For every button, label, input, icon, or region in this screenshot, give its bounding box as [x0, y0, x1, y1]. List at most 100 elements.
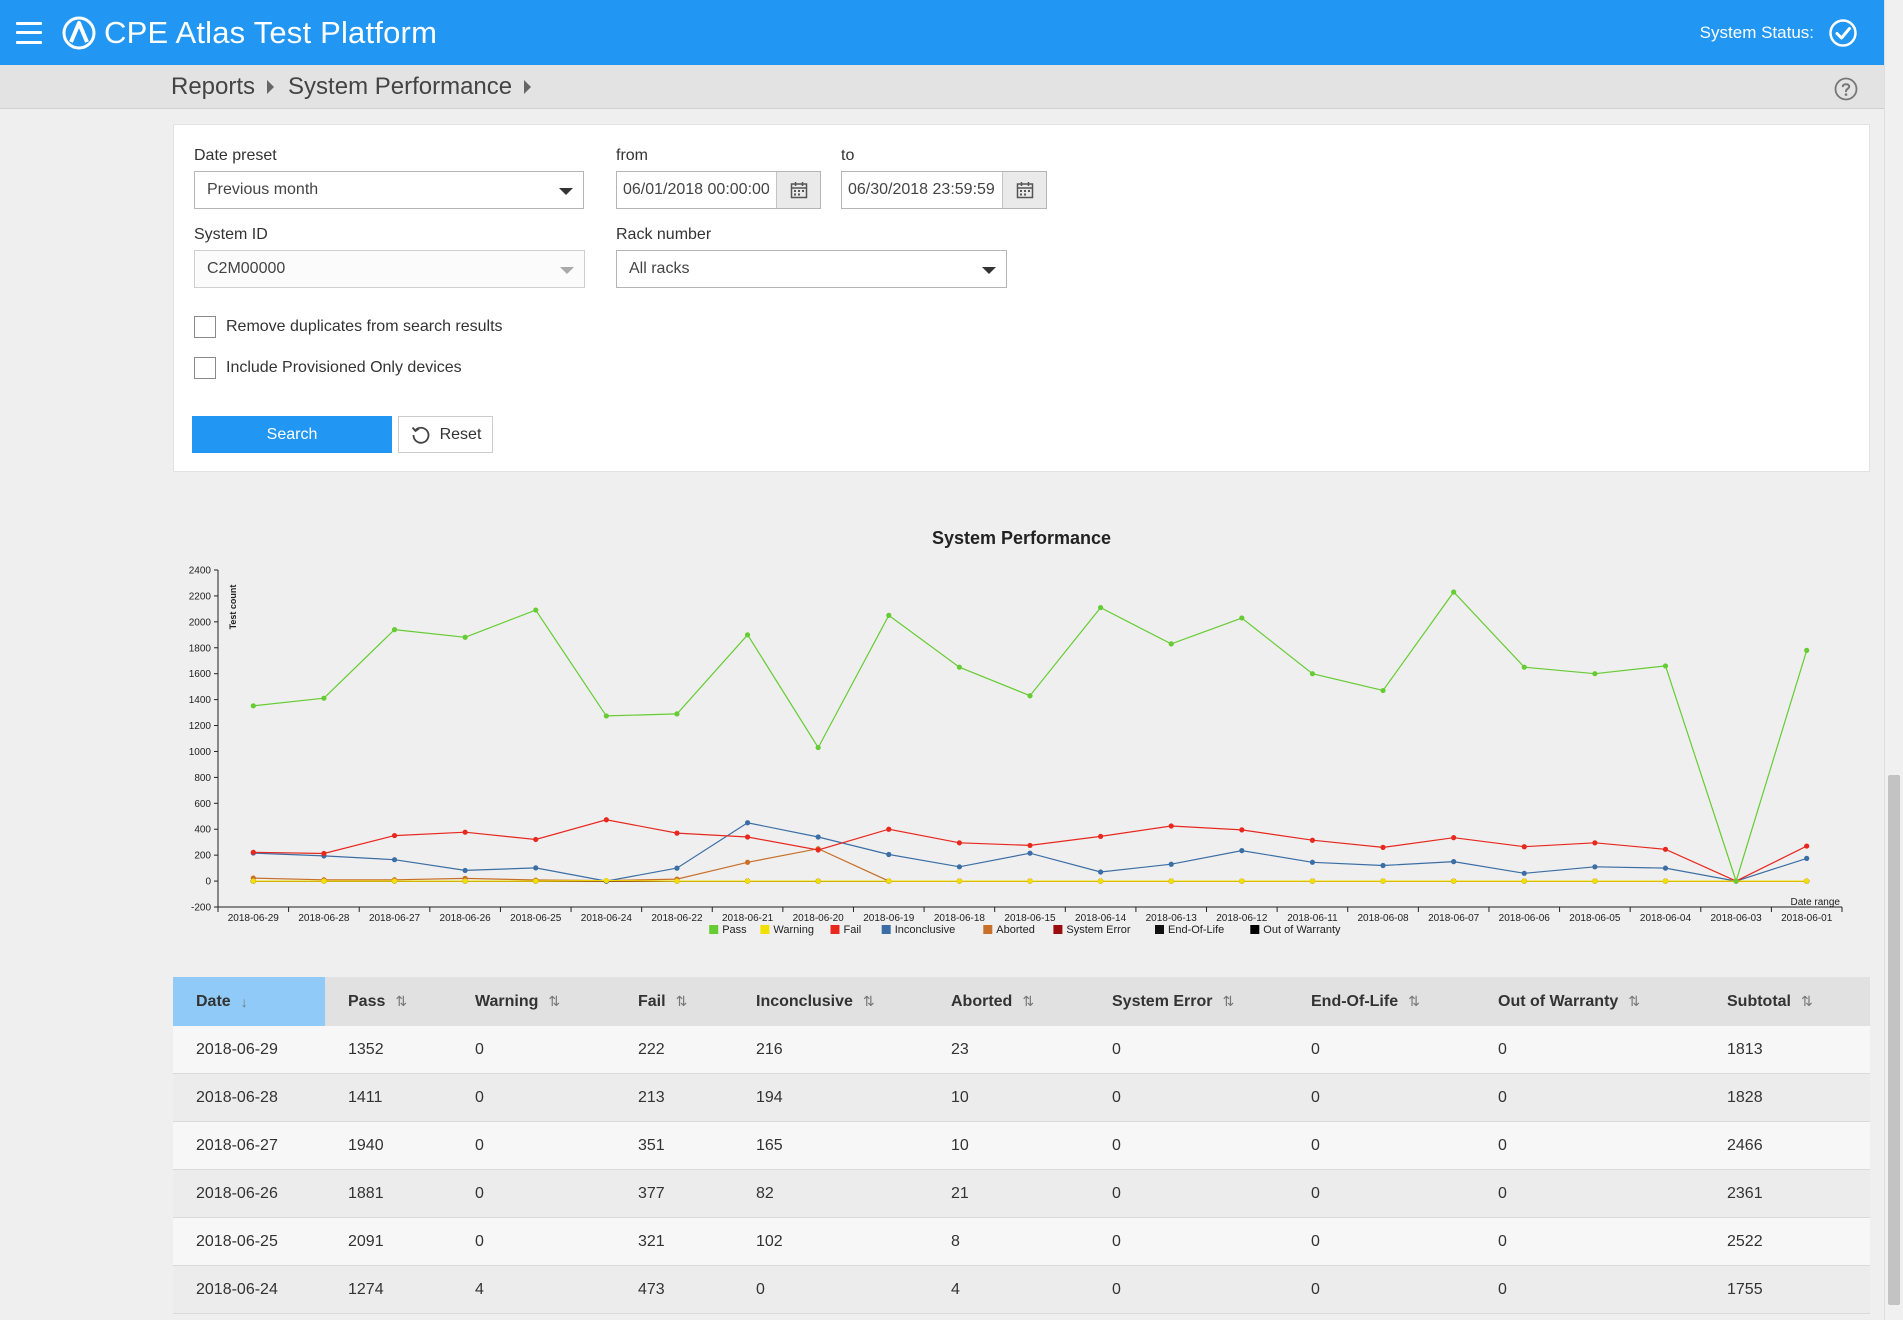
sort-icon[interactable]: ⇅ — [862, 993, 875, 1009]
search-button[interactable]: Search — [192, 416, 392, 453]
to-date-input[interactable]: 06/30/2018 23:59:59 — [841, 171, 1047, 209]
x-tick-label: 2018-06-13 — [1146, 913, 1198, 924]
sort-icon[interactable]: ⇅ — [1628, 993, 1640, 1009]
column-header-out-of-warranty[interactable]: Out of Warranty ⇅ — [1475, 977, 1704, 1026]
data-point — [391, 832, 398, 839]
reset-button[interactable]: Reset — [398, 416, 493, 453]
sort-icon[interactable]: ⇅ — [1022, 993, 1034, 1009]
data-point — [1451, 835, 1457, 841]
data-point — [1027, 850, 1033, 856]
calendar-icon[interactable] — [1002, 172, 1046, 208]
y-tick-label: 400 — [194, 825, 211, 836]
data-point — [744, 820, 751, 826]
checkbox-box[interactable] — [194, 357, 216, 379]
table-row[interactable]: 2018-06-29 1352 0 222 216 23 0 0 0 1813 — [173, 1026, 1870, 1074]
x-tick-label: 2018-06-06 — [1499, 913, 1551, 924]
column-header-subtotal[interactable]: Subtotal ⇅ — [1704, 977, 1870, 1026]
system-id-select[interactable]: C2M00000 — [194, 250, 585, 288]
legend-swatch — [881, 925, 891, 934]
breadcrumb-system-performance[interactable]: System Performance — [288, 73, 513, 100]
column-header-end-of-life[interactable]: End-Of-Life ⇅ — [1288, 977, 1475, 1026]
cell-system-error: 0 — [1112, 1184, 1121, 1202]
cell-warning: 0 — [475, 1136, 484, 1154]
data-point — [1027, 842, 1033, 849]
cell-warning: 0 — [475, 1184, 484, 1202]
cell-inconclusive: 102 — [756, 1232, 783, 1250]
sort-icon[interactable]: ⇅ — [1408, 993, 1420, 1009]
sort-icon[interactable]: ⇅ — [675, 993, 688, 1009]
data-point — [956, 878, 962, 884]
data-point — [1098, 604, 1104, 611]
column-header-label: Warning — [475, 992, 539, 1010]
rack-number-select[interactable]: All racks — [616, 250, 1007, 288]
cell-inconclusive: 0 — [756, 1280, 765, 1298]
data-point — [674, 878, 680, 884]
cell-system-error: 0 — [1112, 1280, 1121, 1298]
cell-out-of-warranty: 0 — [1498, 1280, 1507, 1298]
sort-icon[interactable]: ⇅ — [1801, 993, 1813, 1009]
from-date-value: 06/01/2018 00:00:00 — [623, 181, 770, 198]
table-row[interactable]: 2018-06-25 2091 0 321 102 8 0 0 0 2522 — [173, 1218, 1870, 1266]
column-header-pass[interactable]: Pass ⇅ — [325, 977, 452, 1026]
menu-icon[interactable] — [16, 21, 42, 44]
cell-pass: 1940 — [348, 1136, 384, 1154]
breadcrumb-reports[interactable]: Reports — [171, 73, 256, 100]
data-point — [1239, 848, 1245, 854]
data-point — [1168, 878, 1174, 884]
to-date-value: 06/30/2018 23:59:59 — [848, 181, 995, 198]
cell-end-of-life: 0 — [1311, 1040, 1320, 1058]
cell-inconclusive: 216 — [756, 1040, 783, 1058]
data-point — [1380, 862, 1386, 869]
y-tick-label: 1800 — [189, 643, 212, 654]
column-header-date[interactable]: Date ↓ — [173, 977, 325, 1026]
table-row[interactable]: 2018-06-24 1274 4 473 0 4 0 0 0 1755 — [173, 1266, 1870, 1314]
sort-desc-icon[interactable]: ↓ — [240, 993, 248, 1010]
from-date-input[interactable]: 06/01/2018 00:00:00 — [616, 171, 821, 209]
reset-label: Reset — [439, 425, 482, 443]
legend-label: Warning — [773, 924, 814, 936]
cell-system-error: 0 — [1112, 1088, 1121, 1106]
cell-fail: 222 — [638, 1040, 665, 1058]
sort-icon[interactable]: ⇅ — [1222, 993, 1235, 1009]
cell-warning: 0 — [475, 1040, 484, 1058]
column-header-inconclusive[interactable]: Inconclusive ⇅ — [733, 977, 928, 1026]
data-point — [1239, 827, 1245, 833]
data-point — [1662, 878, 1669, 884]
cell-inconclusive: 82 — [756, 1184, 774, 1202]
data-point — [815, 744, 821, 751]
data-point — [1027, 693, 1033, 699]
sort-icon[interactable]: ⇅ — [395, 993, 407, 1009]
help-icon[interactable] — [1834, 77, 1858, 101]
column-header-label: End-Of-Life — [1311, 992, 1399, 1010]
calendar-icon[interactable] — [776, 172, 820, 208]
x-tick-label: 2018-06-29 — [228, 913, 280, 924]
system-status-label: System Status: — [1699, 22, 1814, 42]
data-point — [1309, 671, 1316, 677]
page-scrollbar[interactable] — [1884, 0, 1903, 1320]
data-point — [391, 627, 398, 633]
table-row[interactable]: 2018-06-27 1940 0 351 165 10 0 0 0 2466 — [173, 1122, 1870, 1170]
table-row[interactable]: 2018-06-26 1881 0 377 82 21 0 0 0 2361 — [173, 1170, 1870, 1218]
column-header-system-error[interactable]: System Error ⇅ — [1089, 977, 1288, 1026]
caret-down-icon — [560, 267, 574, 274]
column-header-aborted[interactable]: Aborted ⇅ — [928, 977, 1089, 1026]
data-point — [886, 612, 892, 618]
date-preset-select[interactable]: Previous month — [194, 171, 584, 209]
remove-duplicates-checkbox[interactable]: Remove duplicates from search results — [194, 316, 503, 338]
y-tick-label: 1200 — [189, 721, 212, 732]
column-header-fail[interactable]: Fail ⇅ — [615, 977, 733, 1026]
data-point — [815, 878, 821, 884]
legend-swatch — [830, 925, 840, 934]
check-circle-icon[interactable] — [1828, 18, 1858, 48]
data-point — [1027, 878, 1033, 884]
data-point — [462, 878, 468, 884]
checkbox-box[interactable] — [194, 316, 216, 338]
caret-down-icon — [559, 188, 573, 195]
system-id-value: C2M00000 — [207, 260, 286, 277]
x-tick-label: 2018-06-05 — [1569, 913, 1621, 924]
include-provisioned-checkbox[interactable]: Include Provisioned Only devices — [194, 357, 462, 379]
table-row[interactable]: 2018-06-28 1411 0 213 194 10 0 0 0 1828 — [173, 1074, 1870, 1122]
column-header-warning[interactable]: Warning ⇅ — [452, 977, 615, 1026]
scrollbar-thumb[interactable] — [1888, 775, 1900, 1305]
sort-icon[interactable]: ⇅ — [548, 993, 560, 1009]
